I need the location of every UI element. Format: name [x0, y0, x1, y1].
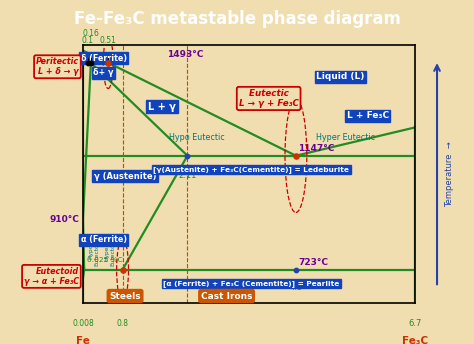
Text: Eutectic  
L → γ + Fe₃C: Eutectic L → γ + Fe₃C — [239, 89, 299, 108]
Text: 0.025 %C: 0.025 %C — [87, 257, 122, 263]
Text: Temperature  →: Temperature → — [445, 141, 454, 207]
Text: Peritectic
L + δ → γ: Peritectic L + δ → γ — [36, 57, 79, 76]
Text: γ (Austenite): γ (Austenite) — [94, 172, 156, 181]
Text: Eutectoid
γ → α + Fe₃C: Eutectoid γ → α + Fe₃C — [24, 267, 79, 286]
Text: 0.1: 0.1 — [82, 36, 94, 45]
Text: 723°C: 723°C — [298, 258, 328, 267]
Text: 6.7: 6.7 — [408, 320, 421, 329]
Point — [292, 153, 300, 159]
Text: α (Ferrite): α (Ferrite) — [81, 235, 127, 244]
Point — [183, 153, 191, 159]
Text: Hyper
Eutectoid: Hyper Eutectoid — [105, 238, 116, 266]
Text: 910°C: 910°C — [49, 215, 79, 224]
Text: [α (Ferrite) + Fe₃C (Cementite)] = Pearlite: [α (Ferrite) + Fe₃C (Cementite)] = Pearl… — [163, 280, 339, 287]
Text: 0.008: 0.008 — [73, 320, 94, 329]
Point — [292, 267, 300, 272]
Text: 0.16: 0.16 — [82, 29, 100, 38]
Text: 1493°C: 1493°C — [167, 50, 203, 59]
Text: 0.51: 0.51 — [100, 36, 117, 45]
Text: Hypo
Eutectoid: Hypo Eutectoid — [89, 238, 99, 266]
Text: 4.3: 4.3 — [289, 282, 302, 292]
Text: Hypo Eutectic: Hypo Eutectic — [169, 133, 225, 142]
Point — [104, 60, 112, 65]
Text: Fe₃C: Fe₃C — [401, 336, 428, 344]
Text: Liquid (L): Liquid (L) — [316, 73, 365, 82]
Text: Fe: Fe — [76, 336, 90, 344]
Text: Fe-Fe₃C metastable phase diagram: Fe-Fe₃C metastable phase diagram — [73, 10, 401, 28]
Point — [84, 60, 91, 65]
Point — [87, 60, 95, 65]
Text: δ (Ferrite): δ (Ferrite) — [81, 54, 127, 63]
Text: Steels: Steels — [109, 291, 141, 301]
Text: 0.8: 0.8 — [117, 320, 128, 329]
Text: L + Fe₃C: L + Fe₃C — [346, 111, 389, 120]
Text: 1147°C: 1147°C — [298, 144, 335, 153]
Point — [119, 267, 127, 272]
Text: Cast Irons: Cast Irons — [201, 291, 252, 301]
Text: [γ(Austenite) + Fe₃C(Cementite)] = Ledeburite: [γ(Austenite) + Fe₃C(Cementite)] = Ledeb… — [154, 166, 349, 173]
Point — [104, 60, 112, 65]
Text: L + γ: L + γ — [148, 101, 176, 111]
Text: δ+ γ: δ+ γ — [93, 68, 114, 77]
Text: 2.11: 2.11 — [178, 171, 197, 180]
Text: Hyper Eutectic: Hyper Eutectic — [316, 133, 375, 142]
